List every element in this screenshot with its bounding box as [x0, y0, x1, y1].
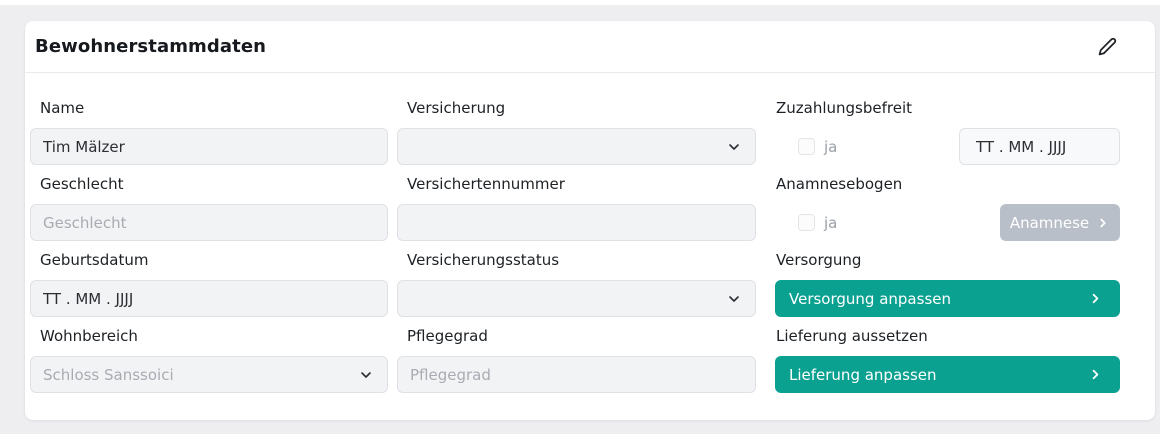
geschlecht-label: Geschlecht — [40, 175, 124, 193]
column-1: Name Geschlecht Geburtsdatum Wohnbereich… — [30, 100, 388, 404]
field-versichertennummer: Versichertennummer — [397, 176, 756, 241]
column-3: Zuzahlungsbefreit ja Anamnesebogen ja An… — [775, 100, 1120, 404]
field-lieferung-aussetzen: Lieferung aussetzen Lieferung anpassen — [775, 328, 1120, 393]
chevron-down-icon — [726, 139, 742, 155]
versorgung-anpassen-button[interactable]: Versorgung anpassen — [775, 280, 1120, 317]
zuzahlungsbefreit-row: ja — [775, 128, 1120, 165]
card-body: Name Geschlecht Geburtsdatum Wohnbereich… — [25, 73, 1155, 404]
anamnesebogen-checkbox[interactable] — [798, 214, 815, 231]
wohnbereich-selected-value: Schloss Sanssoici — [43, 365, 174, 384]
chevron-right-icon — [1088, 367, 1103, 382]
anamnesebogen-row: ja Anamnese — [775, 204, 1120, 241]
pflegegrad-input[interactable] — [397, 356, 756, 393]
zuzahlungsbefreit-checkbox[interactable] — [798, 138, 815, 155]
field-anamnesebogen: Anamnesebogen ja Anamnese — [775, 176, 1120, 241]
zuzahlungsbefreit-label: Zuzahlungsbefreit — [776, 99, 913, 117]
versicherungsstatus-label: Versicherungsstatus — [407, 251, 560, 269]
pflegegrad-label: Pflegegrad — [407, 327, 488, 345]
versichertennummer-label: Versichertennummer — [407, 175, 565, 193]
field-name: Name — [30, 100, 388, 165]
chevron-down-icon — [358, 367, 374, 383]
geschlecht-input[interactable] — [30, 204, 388, 241]
versorgung-label: Versorgung — [776, 251, 862, 269]
field-pflegegrad: Pflegegrad — [397, 328, 756, 393]
page-title: Bewohnerstammdaten — [35, 36, 267, 57]
versicherung-select[interactable] — [397, 128, 756, 165]
column-2: Versicherung Versichertennummer Versiche… — [397, 100, 756, 404]
versichertennummer-input[interactable] — [397, 204, 756, 241]
field-versorgung: Versorgung Versorgung anpassen — [775, 252, 1120, 317]
edit-button[interactable] — [1096, 36, 1118, 58]
lieferung-button-label: Lieferung anpassen — [789, 365, 937, 384]
lieferung-aussetzen-label: Lieferung aussetzen — [776, 327, 928, 345]
chevron-right-icon — [1088, 291, 1103, 306]
lieferung-anpassen-button[interactable]: Lieferung anpassen — [775, 356, 1120, 393]
anamnesebogen-checkbox-label: ja — [824, 213, 838, 232]
wohnbereich-label: Wohnbereich — [40, 327, 138, 345]
field-wohnbereich: Wohnbereich Schloss Sanssoici — [30, 328, 388, 393]
anamnese-button-label: Anamnese — [1009, 213, 1090, 232]
name-label: Name — [40, 99, 85, 117]
geburtsdatum-input[interactable] — [30, 280, 388, 317]
wohnbereich-select[interactable]: Schloss Sanssoici — [30, 356, 388, 393]
versicherung-label: Versicherung — [407, 99, 506, 117]
top-strip — [0, 0, 1160, 5]
bewohnerstammdaten-card: Bewohnerstammdaten Name Geschlecht Gebur… — [25, 21, 1155, 420]
field-zuzahlungsbefreit: Zuzahlungsbefreit ja — [775, 100, 1120, 165]
zuzahlungsbefreit-checkbox-label: ja — [824, 137, 838, 156]
field-versicherungsstatus: Versicherungsstatus — [397, 252, 756, 317]
geburtsdatum-label: Geburtsdatum — [40, 251, 149, 269]
field-geburtsdatum: Geburtsdatum — [30, 252, 388, 317]
name-input[interactable] — [30, 128, 388, 165]
pencil-icon — [1098, 37, 1117, 56]
versorgung-button-label: Versorgung anpassen — [789, 289, 951, 308]
field-geschlecht: Geschlecht — [30, 176, 388, 241]
chevron-down-icon — [726, 291, 742, 307]
anamnese-button[interactable]: Anamnese — [1000, 204, 1120, 241]
chevron-right-icon — [1096, 216, 1110, 230]
zuzahlungsbefreit-date-input[interactable] — [959, 128, 1120, 165]
card-header: Bewohnerstammdaten — [25, 21, 1155, 73]
versicherungsstatus-select[interactable] — [397, 280, 756, 317]
field-versicherung: Versicherung — [397, 100, 756, 165]
anamnesebogen-label: Anamnesebogen — [776, 175, 903, 193]
